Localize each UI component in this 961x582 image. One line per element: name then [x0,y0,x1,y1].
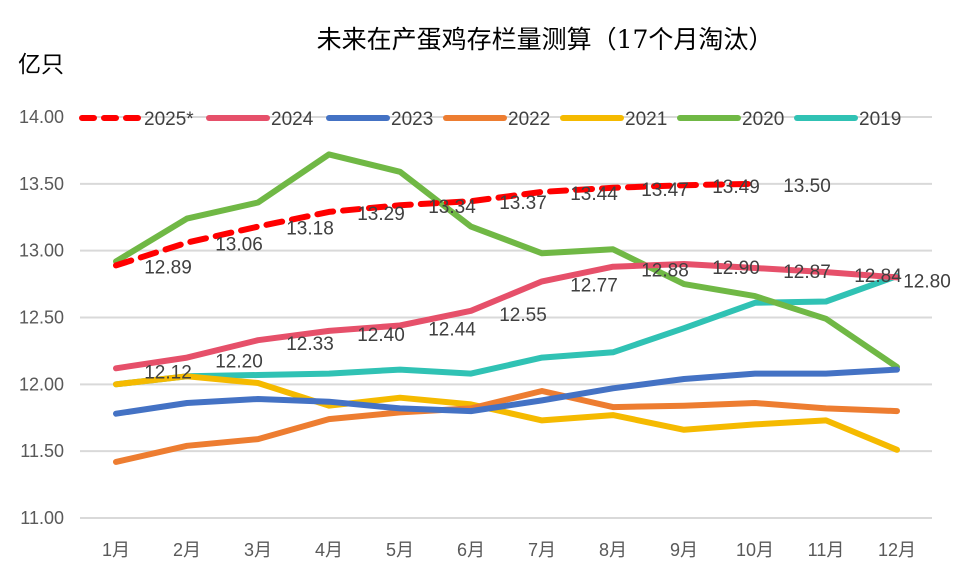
series-line-2024 [113,261,900,372]
y-tick-label: 14.00 [19,107,64,127]
y-axis-ticks: 14.00 13.50 13.00 12.50 12.00 11.50 11.00 [19,107,64,528]
data-label: 13.29 [357,204,405,225]
data-label: 12.87 [783,262,831,283]
data-label: 12.40 [357,325,405,346]
x-tick-label: 12月 [878,540,916,560]
data-label: 13.50 [783,176,831,197]
data-label: 13.34 [428,197,476,218]
data-label: 12.20 [215,352,263,373]
data-label: 12.77 [570,275,618,296]
chart-title: 未来在产蛋鸡存栏量测算（17个月淘汰） [317,25,774,54]
x-tick-label: 10月 [736,540,774,560]
data-label: 12.55 [499,305,547,326]
data-label: 12.90 [712,258,760,279]
data-label: 12.33 [286,334,334,355]
legend-label: 2022 [508,109,550,130]
data-label: 13.47 [641,180,689,201]
legend-label: 2019 [859,109,901,130]
x-tick-label: 1月 [102,540,130,560]
series-lines [113,151,900,465]
x-tick-label: 11月 [808,540,845,560]
legend-label: 2025* [144,109,194,130]
x-tick-label: 3月 [244,540,272,560]
data-label: 13.37 [499,193,547,214]
x-tick-label: 8月 [599,540,627,560]
series-line-2022 [113,388,900,465]
y-tick-label: 12.50 [19,308,64,328]
series-line-2020 [113,151,900,370]
data-label: 13.49 [712,177,760,198]
x-tick-label: 2月 [173,540,201,560]
data-label: 13.06 [215,235,263,256]
legend: 2025* 2024 2023 2022 2021 2020 2019 [79,109,901,130]
series-line-2023 [113,366,900,417]
x-tick-label: 9月 [670,540,698,560]
series-line-2021 [113,373,900,453]
y-tick-label: 11.00 [20,508,64,528]
series-line-2025-forecast [113,180,758,269]
x-tick-label: 5月 [386,540,414,560]
data-label: 13.44 [570,184,618,205]
y-tick-label: 13.00 [19,241,64,261]
x-tick-label: 6月 [457,540,485,560]
legend-label: 2020 [742,109,784,130]
data-label: 12.88 [641,261,689,282]
data-label: 12.89 [144,257,192,278]
legend-label: 2021 [625,109,667,130]
data-labels: 12.89 13.06 13.18 13.29 13.34 13.37 13.44 13.47… [144,176,951,383]
x-axis-ticks: 1月 2月 3月 4月 5月 6月 7月 8月 9月 10月 11月 12月 [102,540,916,560]
data-label: 13.18 [286,219,334,240]
data-label: 12.84 [854,266,902,287]
y-tick-label: 11.50 [20,441,64,461]
data-label: 12.80 [903,271,951,292]
data-label: 12.44 [428,320,476,341]
legend-label: 2024 [271,109,314,130]
legend-label: 2023 [391,109,433,130]
x-tick-label: 7月 [528,540,556,560]
y-tick-label: 12.00 [19,374,64,394]
gridlines [80,116,932,519]
x-tick-label: 4月 [315,540,343,560]
data-label: 12.12 [144,362,192,383]
y-tick-label: 13.50 [19,174,64,194]
y-axis-unit-label: 亿只 [18,52,64,78]
